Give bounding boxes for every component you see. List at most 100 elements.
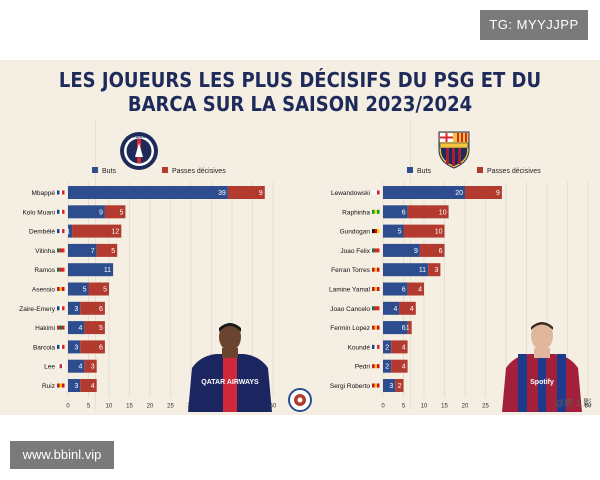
credit-text: @鹿 1 影 (554, 398, 592, 408)
barca-category-label: Fermin Lopez (330, 325, 370, 332)
barca-buts-value: 3 (389, 383, 393, 390)
barca-passes-value: 1 (406, 325, 410, 332)
barca-passes-bar (407, 321, 412, 335)
barca-flag-icon (372, 325, 380, 330)
psg-buts-value: 3 (74, 383, 78, 390)
legend-barca: Buts Passes décisives (407, 167, 541, 175)
barca-buts-bar (383, 321, 408, 335)
barca-passes-value: 10 (439, 209, 447, 216)
legend-barca-buts-label: Buts (417, 168, 432, 175)
psg-passes-bar (88, 282, 109, 296)
psg-passes-value: 5 (103, 287, 107, 294)
psg-tick-label: 0 (66, 403, 70, 409)
barca-category-label: Ferran Torres (331, 267, 371, 274)
psg-passes-bar (84, 321, 105, 335)
barca-flag-icon (372, 364, 380, 369)
psg-buts-bar (68, 243, 97, 257)
barca-buts-bar (383, 282, 408, 296)
legend-psg-buts-swatch (92, 167, 98, 173)
psg-player-photo: QATAR AIRWAYS (188, 323, 272, 412)
psg-category-label: Mbappé (32, 190, 56, 197)
barca-flag-icon (372, 229, 380, 234)
barca-category-label: Joao Cancelo (330, 306, 370, 313)
barca-buts-value: 2 (385, 364, 389, 371)
club-seal-icon (288, 388, 312, 412)
psg-tick-label: 15 (126, 403, 133, 409)
psg-flag-icon (57, 364, 65, 369)
psg-passes-value: 9 (259, 190, 263, 197)
barca-passes-value: 3 (434, 267, 438, 274)
psg-buts-value: 1 (66, 229, 70, 236)
psg-flag-icon (57, 383, 65, 388)
barca-category-label: Pedri (355, 364, 370, 371)
barca-passes-value: 6 (439, 248, 443, 255)
barca-buts-value: 6 (402, 325, 406, 332)
barca-passes-bar (391, 359, 408, 373)
psg-tick-label: 10 (106, 403, 113, 409)
psg-passes-bar (227, 186, 265, 199)
psg-category-label: Ruiz (42, 383, 55, 390)
barca-buts-value: 2 (385, 344, 389, 351)
psg-passes-bar (80, 340, 105, 354)
barca-passes-bar (399, 301, 416, 315)
barca-buts-value: 11 (419, 267, 426, 274)
legend-psg: Buts Passes décisives (92, 167, 226, 175)
psg-sponsor-text: QATAR AIRWAYS (201, 379, 259, 386)
barca-buts-bar (383, 263, 429, 277)
barca-buts-bar (383, 205, 408, 219)
barca-passes-value: 10 (435, 229, 443, 236)
psg-chart: 05101520253035404550Mbappé399Kolo Muani9… (19, 182, 277, 409)
psg-passes-value: 12 (112, 229, 120, 236)
barca-buts-bar (383, 379, 396, 392)
barca-passes-value: 2 (398, 383, 402, 390)
barca-buts-value: 20 (455, 190, 463, 197)
psg-buts-value: 9 (99, 209, 103, 216)
psg-passes-value: 6 (99, 344, 103, 351)
psg-passes-bar (96, 243, 118, 257)
barca-flag-icon (372, 248, 380, 253)
poster: LES JOUEURS LES PLUS DÉCISIFS DU PSG ET … (0, 60, 600, 415)
psg-buts-bar (68, 205, 105, 219)
psg-tick-label: 50 (270, 403, 277, 409)
barca-buts-bar (383, 186, 465, 199)
psg-passes-value: 5 (119, 209, 123, 216)
psg-passes-value: 4 (91, 383, 95, 390)
title-line-2: BARCA SUR LA SAISON 2023/2024 (127, 92, 473, 116)
barca-tick-label: 10 (421, 403, 428, 409)
psg-passes-value: 3 (91, 364, 95, 371)
barca-passes-value: 4 (418, 287, 422, 294)
psg-buts-value: 4 (78, 325, 82, 332)
barca-category-label: Raphinha (342, 209, 370, 216)
psg-tick-label: 25 (167, 403, 174, 409)
barca-buts-value: 9 (414, 248, 418, 255)
psg-flag-icon (57, 267, 65, 272)
psg-tick-label: 5 (87, 403, 91, 409)
barca-tick-label: 50 (585, 403, 592, 409)
barca-passes-value: 4 (402, 344, 406, 351)
barca-flag-icon (372, 267, 380, 272)
barca-buts-value: 6 (402, 287, 406, 294)
barca-flag-icon (372, 190, 380, 195)
barca-buts-value: 5 (398, 229, 402, 236)
barca-passes-bar (407, 282, 424, 296)
barca-passes-bar (391, 340, 408, 354)
barca-category-label: Koundé (348, 344, 371, 351)
psg-category-label: Zaire-Emery (19, 306, 56, 313)
psg-flag-icon (57, 306, 65, 311)
psg-buts-value: 7 (91, 248, 95, 255)
psg-buts-bar (68, 340, 81, 354)
barca-flag-icon (372, 344, 380, 349)
barca-passes-value: 9 (496, 190, 500, 197)
psg-buts-value: 3 (74, 344, 78, 351)
barca-buts-bar (383, 224, 404, 238)
title-line-1: LES JOUEURS LES PLUS DÉCISIFS DU PSG ET … (58, 68, 542, 92)
psg-buts-value: 5 (83, 287, 87, 294)
psg-buts-value: 3 (74, 306, 78, 313)
psg-category-label: Vitinha (35, 248, 55, 255)
legend-psg-passes-swatch (162, 167, 168, 173)
barca-buts-value: 6 (402, 209, 406, 216)
legend-barca-passes-swatch (477, 167, 483, 173)
barca-flag-icon (372, 209, 380, 214)
psg-buts-value: 39 (218, 190, 226, 197)
psg-passes-bar (72, 224, 122, 238)
